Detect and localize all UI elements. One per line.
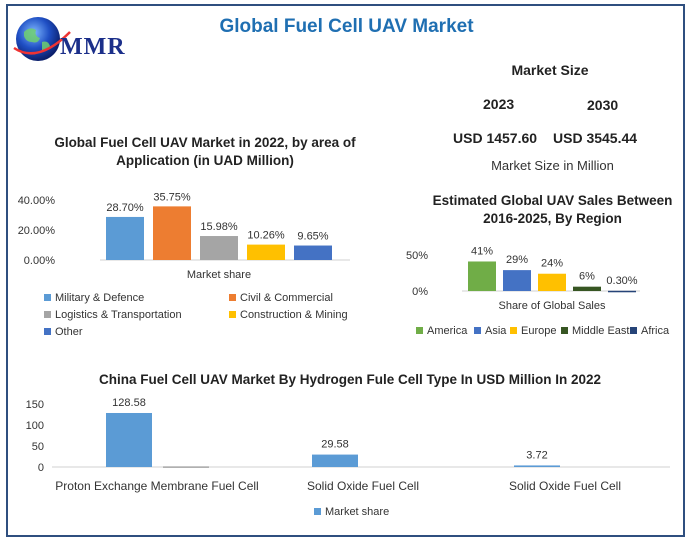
- legend-swatch: [416, 327, 423, 334]
- y-tick-label: 20.00%: [18, 225, 56, 237]
- data-label: 9.65%: [297, 231, 328, 243]
- market-size-title: Market Size: [511, 62, 589, 78]
- data-label: 24%: [541, 258, 563, 270]
- data-label: 10.26%: [247, 230, 285, 242]
- legend-item: Construction & Mining: [229, 309, 348, 321]
- y-tick-label: 0: [38, 462, 44, 474]
- logo-text: MMR: [60, 34, 126, 60]
- globe-icon: [13, 17, 71, 61]
- y-tick-label: 0%: [412, 286, 428, 298]
- legend-swatch: [630, 327, 637, 334]
- legend-label: Other: [55, 326, 83, 338]
- bar-4: [247, 244, 285, 260]
- legend-swatch: [44, 311, 51, 318]
- bar-1: [106, 216, 144, 260]
- legend-label: America: [427, 325, 468, 337]
- market-size-year-2023: 2023: [483, 96, 515, 112]
- bar-5: [608, 290, 636, 293]
- legend-item: Africa: [630, 325, 669, 337]
- outer-frame: [6, 4, 685, 537]
- data-label: 6%: [579, 271, 595, 283]
- x-tick-label: Proton Exchange Membrane Fuel Cell: [55, 479, 258, 493]
- bar-2: [503, 270, 531, 291]
- legend-swatch: [229, 294, 236, 301]
- bar-3: [538, 273, 566, 291]
- mmr-logo: MMR: [12, 12, 142, 67]
- legend-label: Logistics & Transportation: [55, 309, 182, 321]
- data-label: 3.72: [526, 449, 547, 461]
- bar-1: [468, 261, 496, 291]
- data-label: 29%: [506, 254, 528, 266]
- x-axis-label: Share of Global Sales: [498, 300, 606, 312]
- y-tick-label: 150: [26, 399, 44, 411]
- legend-china: Market share: [314, 506, 434, 522]
- legend-swatch: [229, 311, 236, 318]
- legend-label: Civil & Commercial: [240, 292, 333, 304]
- bar-3: [200, 236, 238, 260]
- data-label: 0.30%: [606, 275, 637, 287]
- data-label: 29.58: [321, 439, 349, 451]
- legend-swatch: [474, 327, 481, 334]
- chart-china: 0 50 100 150 128.58 Proton Exchange Membrane …: [26, 397, 670, 493]
- chart-title-china: China Fuel Cell UAV Market By Hydrogen F…: [98, 372, 602, 387]
- data-label: 15.98%: [200, 221, 238, 233]
- bar-2: [153, 206, 191, 260]
- chart-application: 0.00% 20.00% 40.00% 28.70% 35.75% 15.98% 10.26…: [18, 191, 350, 281]
- market-size-note: Market Size in Million: [491, 158, 614, 173]
- legend-item: Logistics & Transportation: [44, 309, 182, 321]
- x-tick-label: Solid Oxide Fuel Cell: [307, 479, 419, 493]
- market-size-value-2023: USD 1457.60: [453, 130, 538, 146]
- data-label: 41%: [471, 245, 493, 257]
- data-label: 28.70%: [106, 202, 144, 214]
- legend-swatch: [314, 508, 321, 515]
- legend-label: Market share: [325, 506, 390, 518]
- data-label: 35.75%: [153, 191, 191, 203]
- legend-swatch: [561, 327, 568, 334]
- y-tick-label: 0.00%: [24, 255, 55, 267]
- legend-item: Other: [44, 326, 83, 338]
- legend-label: Middle East: [572, 325, 630, 337]
- chart-region: 0% 50% 41% 29% 24% 6% 0.30% Share of Global Sal…: [406, 245, 640, 312]
- legend-item: Asia: [474, 325, 506, 337]
- legend-label: Military & Defence: [55, 292, 145, 304]
- y-tick-label: 100: [26, 420, 44, 432]
- x-tick-label: Solid Oxide Fuel Cell: [509, 479, 621, 493]
- legend-item: Civil & Commercial: [229, 292, 333, 304]
- legend-label: Europe: [521, 325, 557, 337]
- legend-region: America Asia Europe Middle East Africa: [416, 325, 686, 341]
- bar-5: [294, 245, 332, 260]
- legend-item: Market share: [314, 506, 389, 518]
- page-title: Global Fuel Cell UAV Market: [219, 16, 474, 37]
- chart-title-application: Global Fuel Cell UAV Market in 2022, by …: [54, 135, 356, 169]
- legend-swatch: [510, 327, 517, 334]
- y-tick-label: 40.00%: [18, 195, 56, 207]
- legend-item: Military & Defence: [44, 292, 144, 304]
- bar-4: [573, 286, 601, 291]
- legend-label: Construction & Mining: [240, 309, 348, 321]
- market-size-year-2030: 2030: [587, 97, 619, 113]
- bar-3-1: [514, 465, 560, 467]
- chart-title-region: Estimated Global UAV Sales Between 2016-…: [432, 193, 673, 227]
- legend-item: America: [416, 325, 467, 337]
- legend-swatch: [44, 294, 51, 301]
- legend-label: Asia: [485, 325, 507, 337]
- bar-1-2: [163, 466, 209, 468]
- x-axis-label: Market share: [187, 269, 251, 281]
- y-tick-label: 50: [32, 441, 44, 453]
- data-label: 128.58: [112, 397, 146, 409]
- legend-item: Middle East: [561, 325, 629, 337]
- legend-label: Africa: [641, 325, 670, 337]
- legend-application: Military & Defence Civil & Commercial Logi…: [44, 292, 384, 346]
- legend-swatch: [44, 328, 51, 335]
- bar-1-1: [106, 412, 152, 467]
- y-tick-label: 50%: [406, 250, 428, 262]
- legend-item: Europe: [510, 325, 556, 337]
- market-size-value-2030: USD 3545.44: [553, 130, 638, 146]
- bar-2-1: [312, 454, 358, 467]
